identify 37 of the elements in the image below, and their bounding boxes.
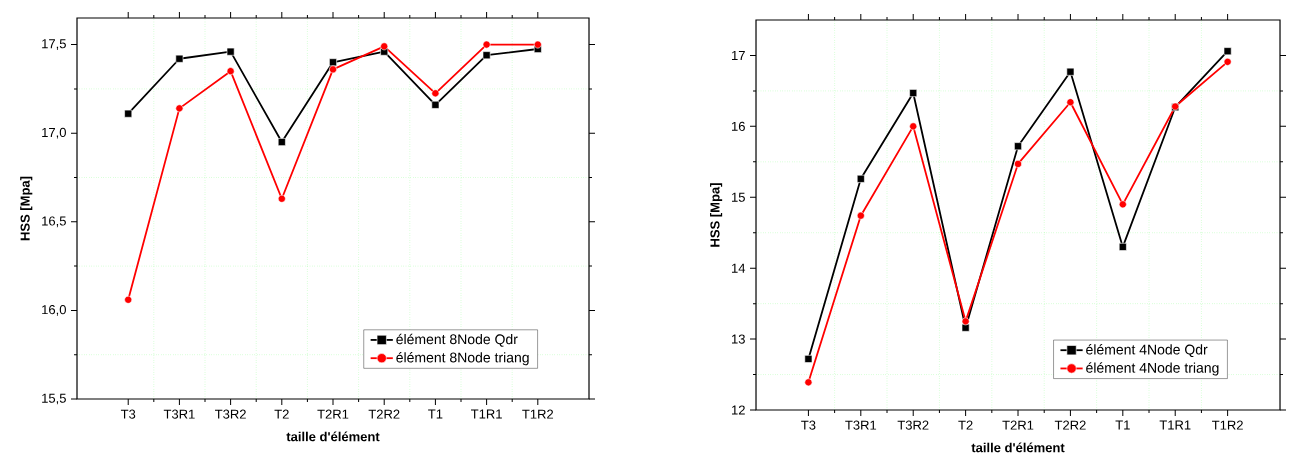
legend-label: élément 4Node Qdr xyxy=(1086,344,1208,358)
x-tick-label: T2 xyxy=(958,420,973,430)
legend-label: élément 8Node Qdr xyxy=(396,333,518,347)
x-tick-label: T3 xyxy=(120,409,136,419)
x-tick-label: T3R2 xyxy=(215,409,246,419)
x-tick-label: T2R1 xyxy=(317,409,349,419)
y-tick-label: 12 xyxy=(732,405,745,415)
y-tick-label: 16 xyxy=(732,121,745,131)
y-tick-label: 15,5 xyxy=(42,393,66,405)
x-tick-label: T2R2 xyxy=(368,409,400,419)
y-tick-label: 16,0 xyxy=(42,305,66,316)
y-tick-label: 17 xyxy=(732,50,745,60)
y-tick-label: 13 xyxy=(732,334,745,344)
x-tick-label: T2R1 xyxy=(1002,420,1034,430)
x-tick-label: T3R1 xyxy=(163,409,195,419)
legend-label: élément 4Node triang xyxy=(1086,362,1219,376)
x-axis-title: taille d'élément xyxy=(971,442,1065,453)
x-tick-label: T1 xyxy=(428,409,443,419)
y-tick-label: 17,5 xyxy=(42,39,66,50)
x-tick-label: T2 xyxy=(274,409,289,419)
y-axis-title: HSS [Mpa] xyxy=(710,183,723,247)
x-tick-label: T1R2 xyxy=(1212,420,1243,430)
x-tick-label: T2R2 xyxy=(1054,420,1086,430)
x-tick-label: T1R1 xyxy=(1159,420,1191,430)
x-tick-label: T1R2 xyxy=(522,409,554,419)
x-tick-label: T1 xyxy=(1115,420,1130,430)
x-axis-title: taille d'élément xyxy=(286,431,380,442)
legend-label: élément 8Node triang xyxy=(396,352,529,366)
y-tick-label: 16,5 xyxy=(42,216,66,228)
x-tick-label: T3R1 xyxy=(845,420,877,430)
y-tick-label: 17,0 xyxy=(42,127,66,139)
y-tick-label: 15 xyxy=(732,192,745,202)
y-axis-title: HSS [Mpa] xyxy=(20,176,33,241)
x-tick-label: T3 xyxy=(801,420,816,430)
y-tick-label: 14 xyxy=(732,263,746,273)
x-tick-label: T1R1 xyxy=(471,409,502,419)
x-tick-label: T3R2 xyxy=(897,420,929,430)
